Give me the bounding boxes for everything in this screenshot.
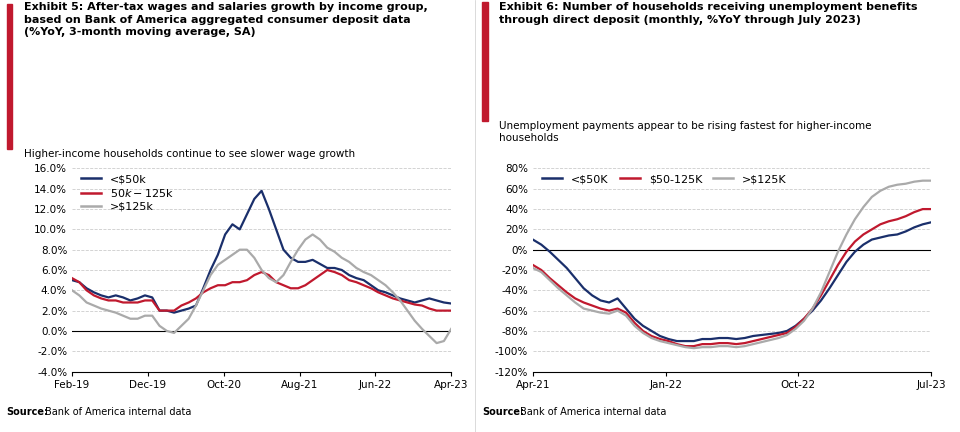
Text: Exhibit 5: After-tax wages and salaries growth by income group,
based on Bank of: Exhibit 5: After-tax wages and salaries … [24, 2, 428, 37]
Text: Unemployment payments appear to be rising fastest for higher-income
households: Unemployment payments appear to be risin… [499, 121, 872, 143]
Text: Higher-income households continue to see slower wage growth: Higher-income households continue to see… [24, 149, 355, 159]
Legend: <$50k, $50k-$125k, >$125k: <$50k, $50k-$125k, >$125k [82, 174, 174, 212]
Text: Bank of America internal data: Bank of America internal data [45, 407, 191, 417]
Legend: <$50K, $50-125K, >$125K: <$50K, $50-125K, >$125K [542, 174, 787, 184]
Text: Bank of America internal data: Bank of America internal data [520, 407, 666, 417]
Text: Source:: Source: [482, 407, 524, 417]
Text: Source:: Source: [7, 407, 49, 417]
Text: Exhibit 6: Number of households receiving unemployment benefits
through direct d: Exhibit 6: Number of households receivin… [499, 2, 918, 25]
